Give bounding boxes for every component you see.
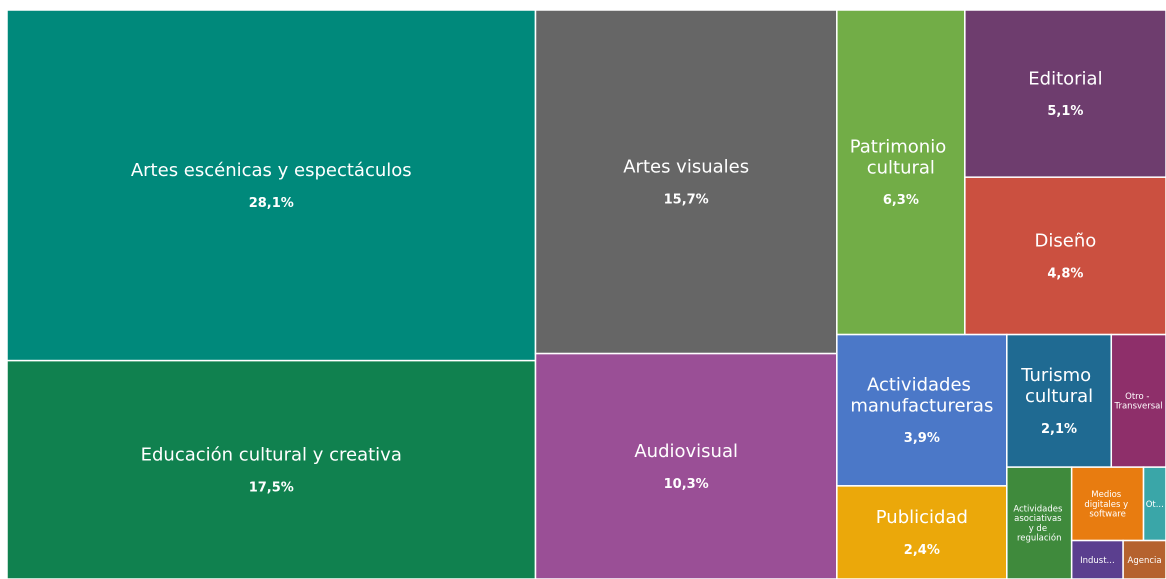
treemap-cell [964,9,1166,178]
cell-label: Educación cultural y creativa [141,445,402,466]
treemap-cell [1122,539,1166,579]
cell-label: Artes visuales [623,156,749,177]
treemap-cell [836,9,966,336]
cell-value: 3,9% [904,431,940,446]
cell-value: 2,4% [904,543,940,558]
cell-label: Turismo cultural [1020,365,1097,407]
cell-label: Actividades asociativas y de regulación [1013,504,1065,543]
cell-value: 2,1% [1041,422,1077,437]
treemap-cell [534,9,838,355]
cell-label: Publicidad [876,507,968,528]
cell-label: Audiovisual [634,441,738,462]
cell-label: Ot... [1146,499,1164,509]
treemap-cell [6,9,537,362]
cell-label: Diseño [1035,231,1097,252]
cell-value: 15,7% [664,192,709,207]
cell-label: Otro - Transversal [1114,391,1163,411]
treemap-cell [836,485,1008,579]
treemap-cell [1006,333,1113,468]
cell-value: 5,1% [1047,104,1083,119]
cell-label: Editorial [1028,68,1102,89]
cell-value: 6,3% [883,193,919,208]
cell-value: 28,1% [249,196,294,211]
cell-label: Artes escénicas y espectáculos [131,160,412,181]
cell-value: 4,8% [1047,266,1083,281]
cell-label: Medios digitales y software [1084,490,1131,520]
treemap-cell [1070,539,1124,579]
treemap-cell [964,176,1166,336]
cell-label: Agencia [1128,555,1162,565]
cell-label: Actividades manufactureras [850,375,993,417]
treemap-cell [6,359,537,579]
cell-value: 17,5% [249,480,294,495]
treemap-cell [534,352,838,579]
treemap-cell [1110,333,1166,468]
cell-label: Patrimonio cultural [850,137,952,179]
cell-value: 10,3% [664,477,709,492]
cell-label: Indust... [1080,555,1115,565]
